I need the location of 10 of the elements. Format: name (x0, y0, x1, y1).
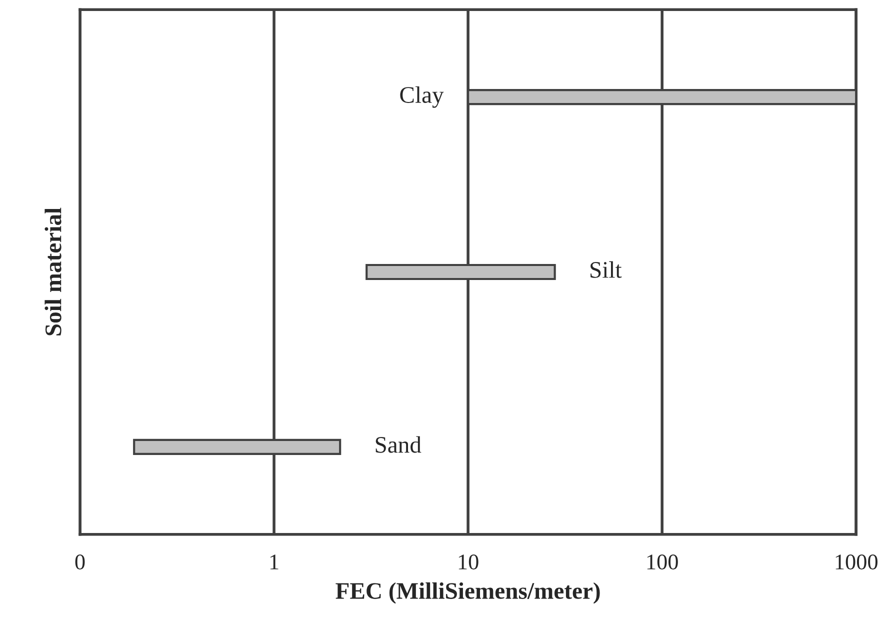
y-tick-label: Clay (400, 86, 444, 108)
y-axis-title: Soil material (44, 208, 62, 336)
x-tick-label: 0 (75, 554, 85, 570)
x-axis-title: FEC (MilliSiemens/meter) (336, 582, 600, 604)
y-tick-label: Silt (590, 261, 622, 278)
y-tick-label: Sand (376, 436, 422, 453)
x-tick-label: 100 (647, 554, 678, 570)
x-tick-label: 10 (458, 554, 478, 570)
x-tick-label: 1 (270, 554, 278, 570)
x-tick-label: 1000 (836, 554, 878, 570)
